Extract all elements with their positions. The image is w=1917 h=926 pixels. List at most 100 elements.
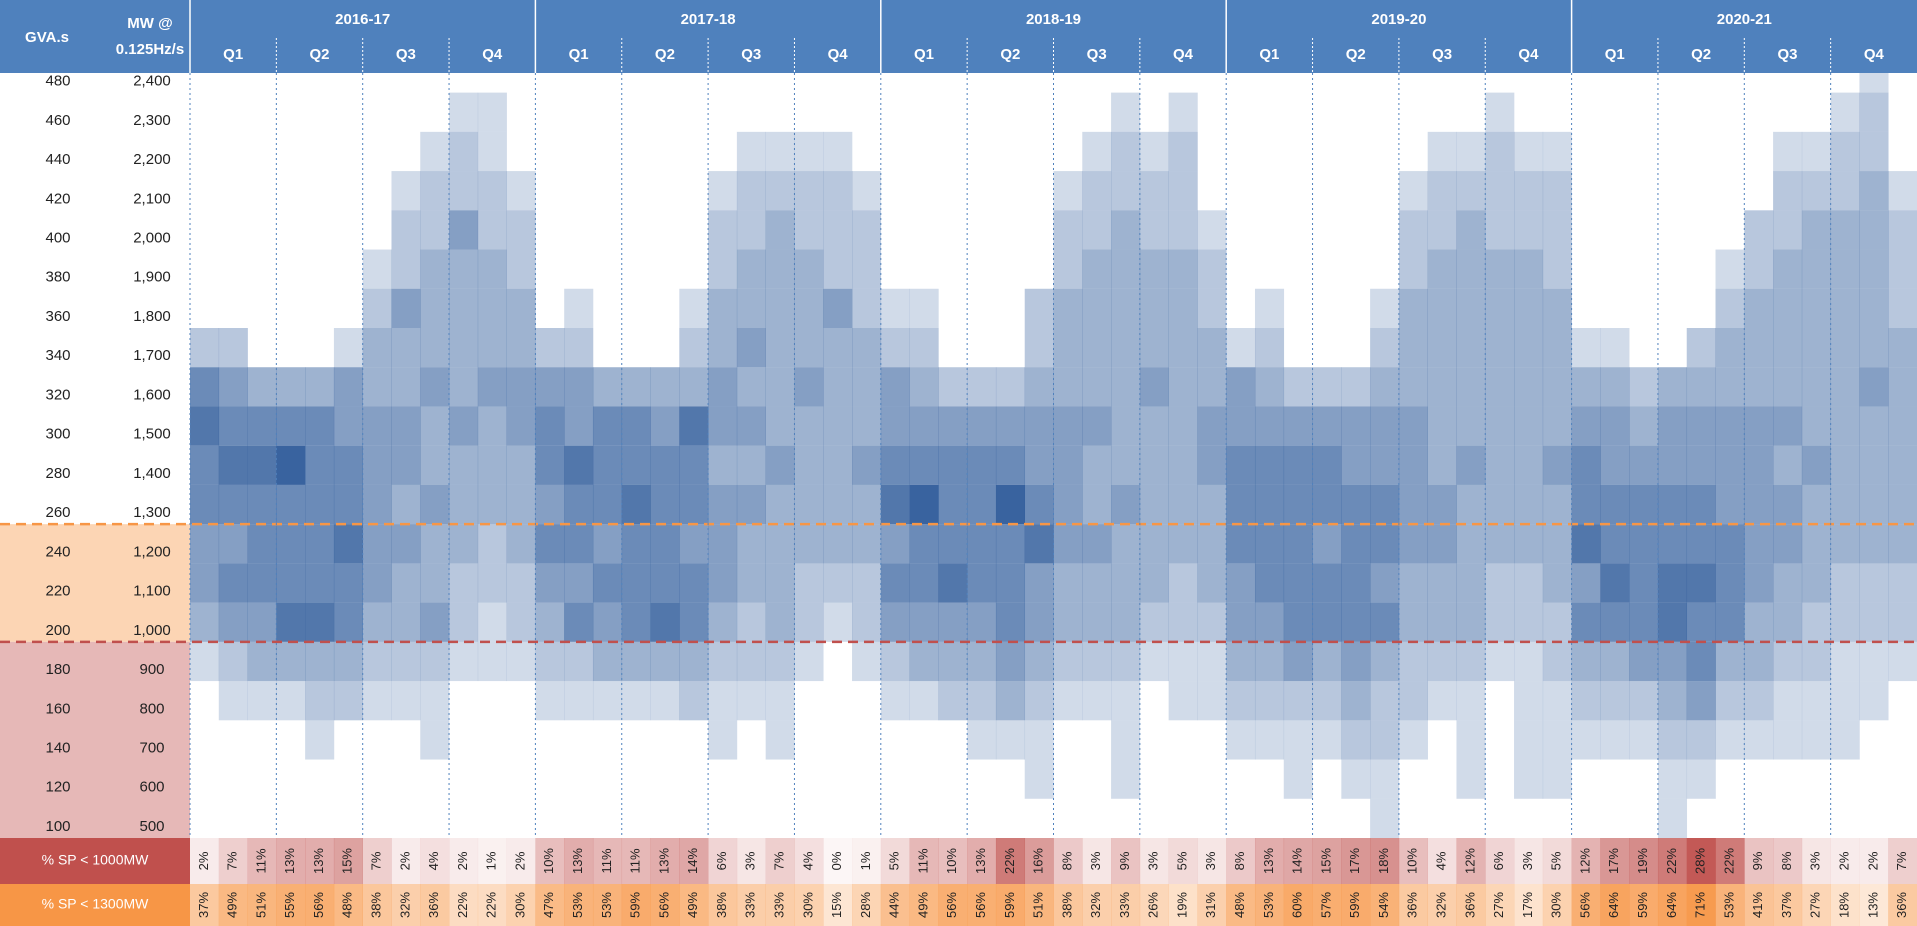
heat-cell — [276, 289, 305, 328]
heat-cell — [564, 799, 593, 838]
heat-cell — [1456, 720, 1486, 760]
heat-cell — [1600, 171, 1629, 210]
heat-cell — [1715, 406, 1745, 446]
summary-value: 6% — [1491, 851, 1506, 870]
heat-cell — [1399, 760, 1428, 799]
heat-cell — [1284, 73, 1313, 93]
summary-cell — [1542, 838, 1572, 884]
heat-cell — [1888, 328, 1917, 368]
heat-cell — [996, 171, 1025, 210]
heat-cell — [621, 681, 651, 721]
summary-cell — [1024, 884, 1054, 926]
heat-cell — [276, 602, 306, 642]
heat-cell — [1139, 602, 1169, 642]
heat-cell — [1082, 288, 1112, 328]
heat-cell — [1658, 132, 1687, 171]
heat-cell — [535, 289, 564, 328]
heat-cell — [737, 799, 766, 838]
heat-cell — [1399, 799, 1428, 838]
heat-cell — [1255, 760, 1284, 799]
heat-cell — [248, 73, 277, 93]
heat-cell — [938, 641, 968, 682]
summary-cell — [305, 838, 335, 884]
heat-cell — [1629, 760, 1658, 799]
heat-cell — [1571, 720, 1601, 760]
heat-cell — [736, 406, 766, 446]
summary-cell — [449, 838, 479, 884]
heat-cell — [305, 484, 335, 525]
heat-cell — [1312, 484, 1342, 525]
heat-cell — [1111, 799, 1140, 838]
heat-cell — [737, 760, 766, 799]
heat-cell — [1859, 720, 1888, 759]
heat-cell — [996, 289, 1025, 328]
heat-cell — [420, 563, 450, 603]
heat-cell — [564, 288, 594, 328]
heat-cell — [794, 171, 824, 211]
heat-cell — [1485, 445, 1515, 485]
summary-cell — [736, 884, 766, 926]
heat-cell — [449, 602, 479, 642]
heat-cell — [1169, 799, 1198, 838]
heat-cell — [1226, 602, 1256, 642]
y2-tick-label: 1,100 — [133, 583, 171, 600]
heat-cell — [1370, 210, 1399, 249]
heat-cell — [679, 681, 709, 721]
heat-cell — [564, 641, 594, 682]
heat-cell — [1801, 641, 1831, 682]
summary-value: 49% — [685, 892, 700, 918]
heat-cell — [1456, 484, 1486, 525]
heat-cell — [823, 484, 853, 525]
heat-cell — [1514, 524, 1544, 564]
heat-cell — [1053, 328, 1083, 368]
heat-cell — [1485, 524, 1515, 564]
heat-cell — [995, 406, 1026, 446]
heat-cell — [363, 720, 392, 759]
heat-cell — [478, 73, 507, 93]
heat-cell — [1428, 760, 1457, 799]
heat-cell — [1801, 602, 1831, 642]
heat-cell — [1082, 760, 1111, 799]
heat-cell — [880, 681, 910, 721]
summary-cell — [794, 884, 824, 926]
heat-cell — [1398, 563, 1428, 603]
heat-cell — [1859, 563, 1889, 603]
heat-cell — [1830, 288, 1860, 328]
heat-cell — [333, 602, 363, 642]
heat-cell — [852, 681, 881, 720]
heat-cell — [852, 288, 882, 328]
heat-cell — [276, 484, 306, 525]
summary-value: 38% — [369, 892, 384, 918]
heat-cell — [1657, 484, 1688, 525]
heat-cell — [794, 602, 824, 642]
heat-cell — [1398, 288, 1428, 328]
heat-cell — [420, 445, 450, 485]
heat-cell — [1025, 171, 1054, 210]
summary-cell — [621, 838, 651, 884]
heat-cell — [1226, 367, 1256, 407]
heat-cell — [248, 328, 277, 367]
heat-cell — [909, 602, 939, 642]
heat-cell — [1830, 367, 1860, 407]
summary-cell — [1571, 838, 1601, 884]
heat-cell — [909, 524, 939, 564]
heat-cell — [1255, 171, 1284, 210]
heat-cell — [219, 73, 248, 93]
heat-cell — [420, 799, 449, 838]
heat-cell — [1542, 563, 1572, 603]
heat-cell — [1139, 524, 1169, 564]
heat-cell — [1744, 641, 1774, 682]
summary-value: 51% — [1031, 892, 1046, 918]
heat-cell — [1284, 250, 1313, 289]
heat-cell — [938, 720, 967, 759]
heat-cell — [1283, 720, 1313, 760]
heat-cell — [880, 328, 910, 368]
summary-cell — [765, 838, 795, 884]
heat-cell — [1888, 288, 1917, 328]
summary-value: 17% — [1606, 848, 1621, 874]
heat-cell — [765, 131, 795, 172]
heat-cell — [1312, 720, 1342, 760]
y2-tick-label: 1,000 — [133, 622, 171, 639]
y2-tick-label: 600 — [139, 779, 164, 796]
heat-cell — [1715, 288, 1745, 328]
